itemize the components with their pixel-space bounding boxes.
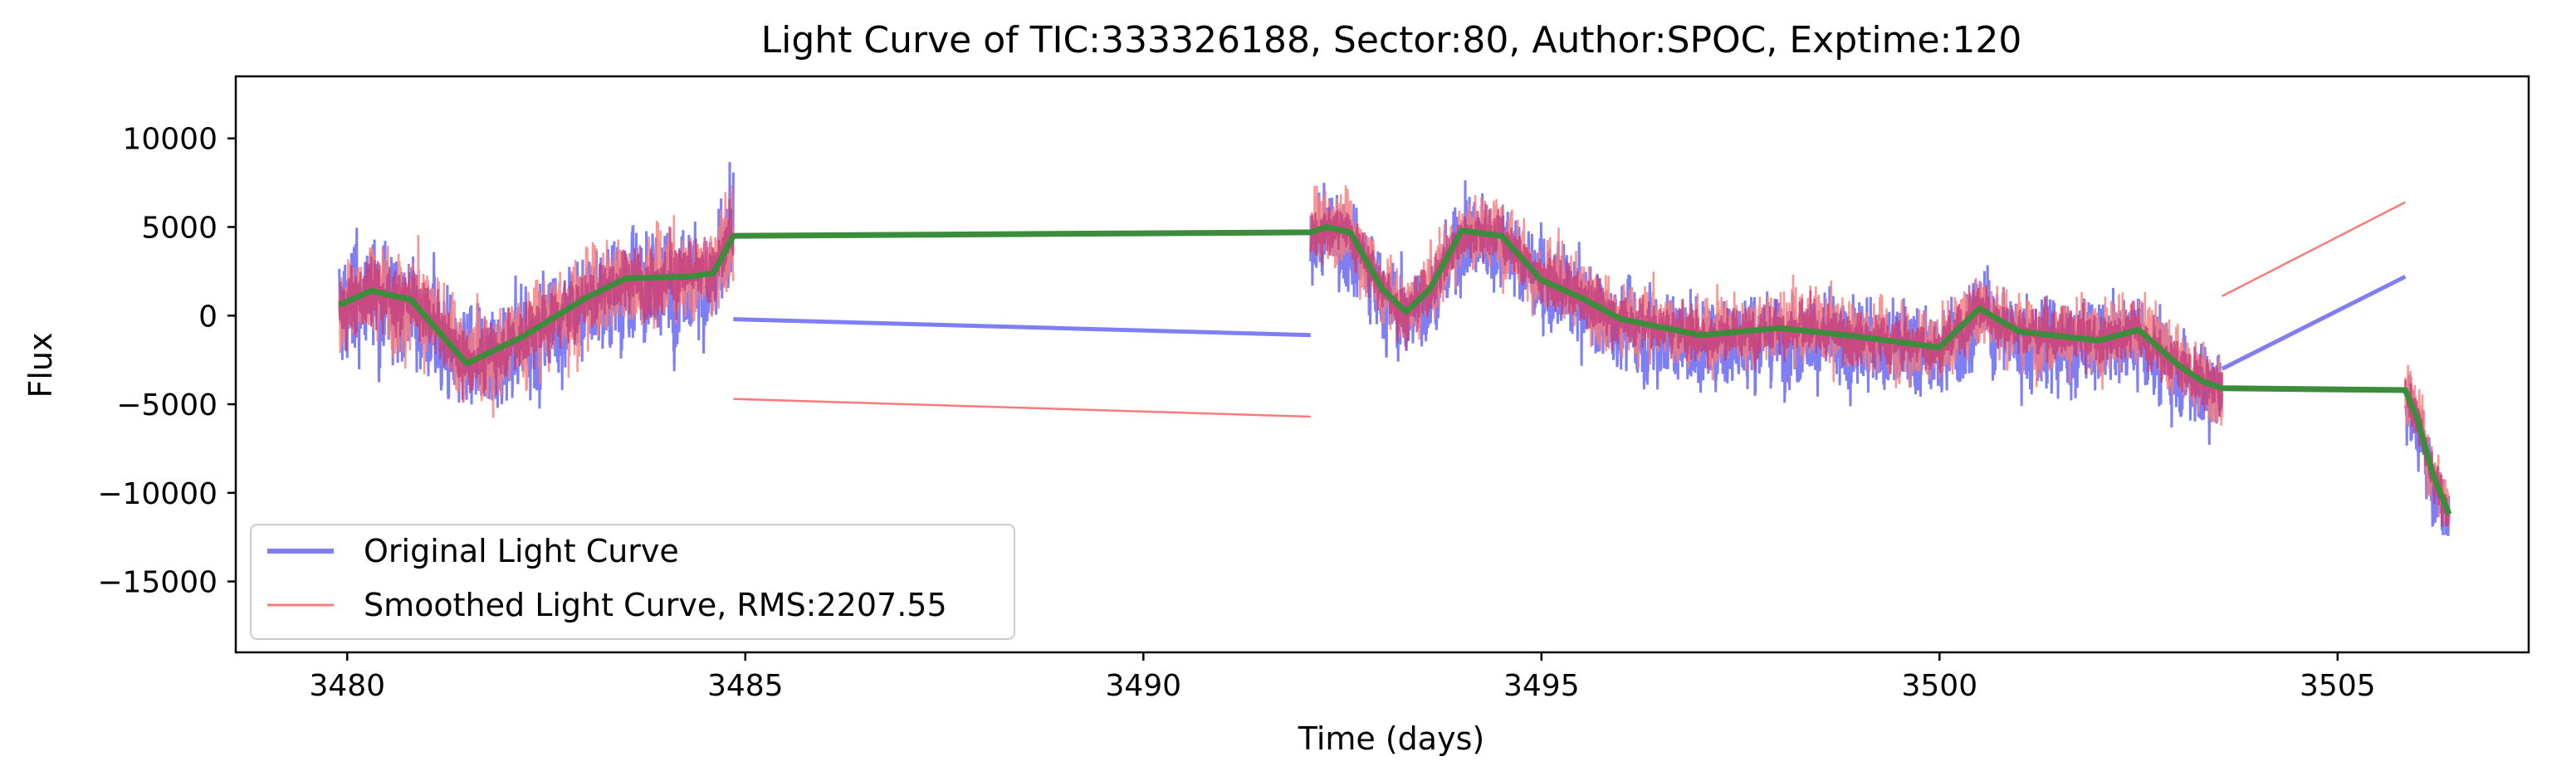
legend-box	[250, 524, 1015, 640]
y-axis-label: Flux	[22, 333, 59, 398]
y-tick-label: −10000	[97, 477, 218, 511]
y-tick-label: 0	[198, 300, 218, 334]
smoothed-gap-line	[733, 398, 1311, 418]
plot-data-layer	[338, 162, 2452, 536]
x-tick-label: 3485	[707, 669, 784, 703]
y-tick-label: 5000	[141, 212, 218, 246]
axis-ticks: 3480 3485 3490 3495 3500 3505 −15000 −10000 −500…	[97, 123, 2375, 703]
x-axis-label: Time (days)	[1298, 720, 1484, 757]
plot-frame	[234, 75, 2530, 654]
x-tick-label: 3495	[1503, 669, 1580, 703]
x-tick-label: 3505	[2300, 669, 2376, 703]
legend-smoothed-label: Smoothed Light Curve, RMS:2207.55	[364, 587, 947, 623]
x-tick-label: 3490	[1105, 669, 1181, 703]
x-tick-label: 3500	[1902, 669, 1978, 703]
y-tick-label: 10000	[122, 123, 218, 157]
smoothed-gap-line	[2222, 201, 2406, 297]
y-tick-label: −15000	[97, 566, 218, 600]
overlap-curve-segment	[1309, 203, 2224, 417]
legend-original-label: Original Light Curve	[364, 533, 679, 569]
x-tick-label: 3480	[309, 669, 385, 703]
overlap-curve-segment	[338, 198, 735, 400]
chart-title: Light Curve of TIC:333326188, Sector:80,…	[761, 19, 2022, 61]
y-tick-label: −5000	[116, 388, 218, 422]
original-gap-line	[733, 317, 1311, 338]
legend: Original Light Curve Smoothed Light Curv…	[250, 524, 1015, 640]
original-gap-line	[2221, 275, 2407, 371]
trend-line	[338, 224, 2452, 515]
